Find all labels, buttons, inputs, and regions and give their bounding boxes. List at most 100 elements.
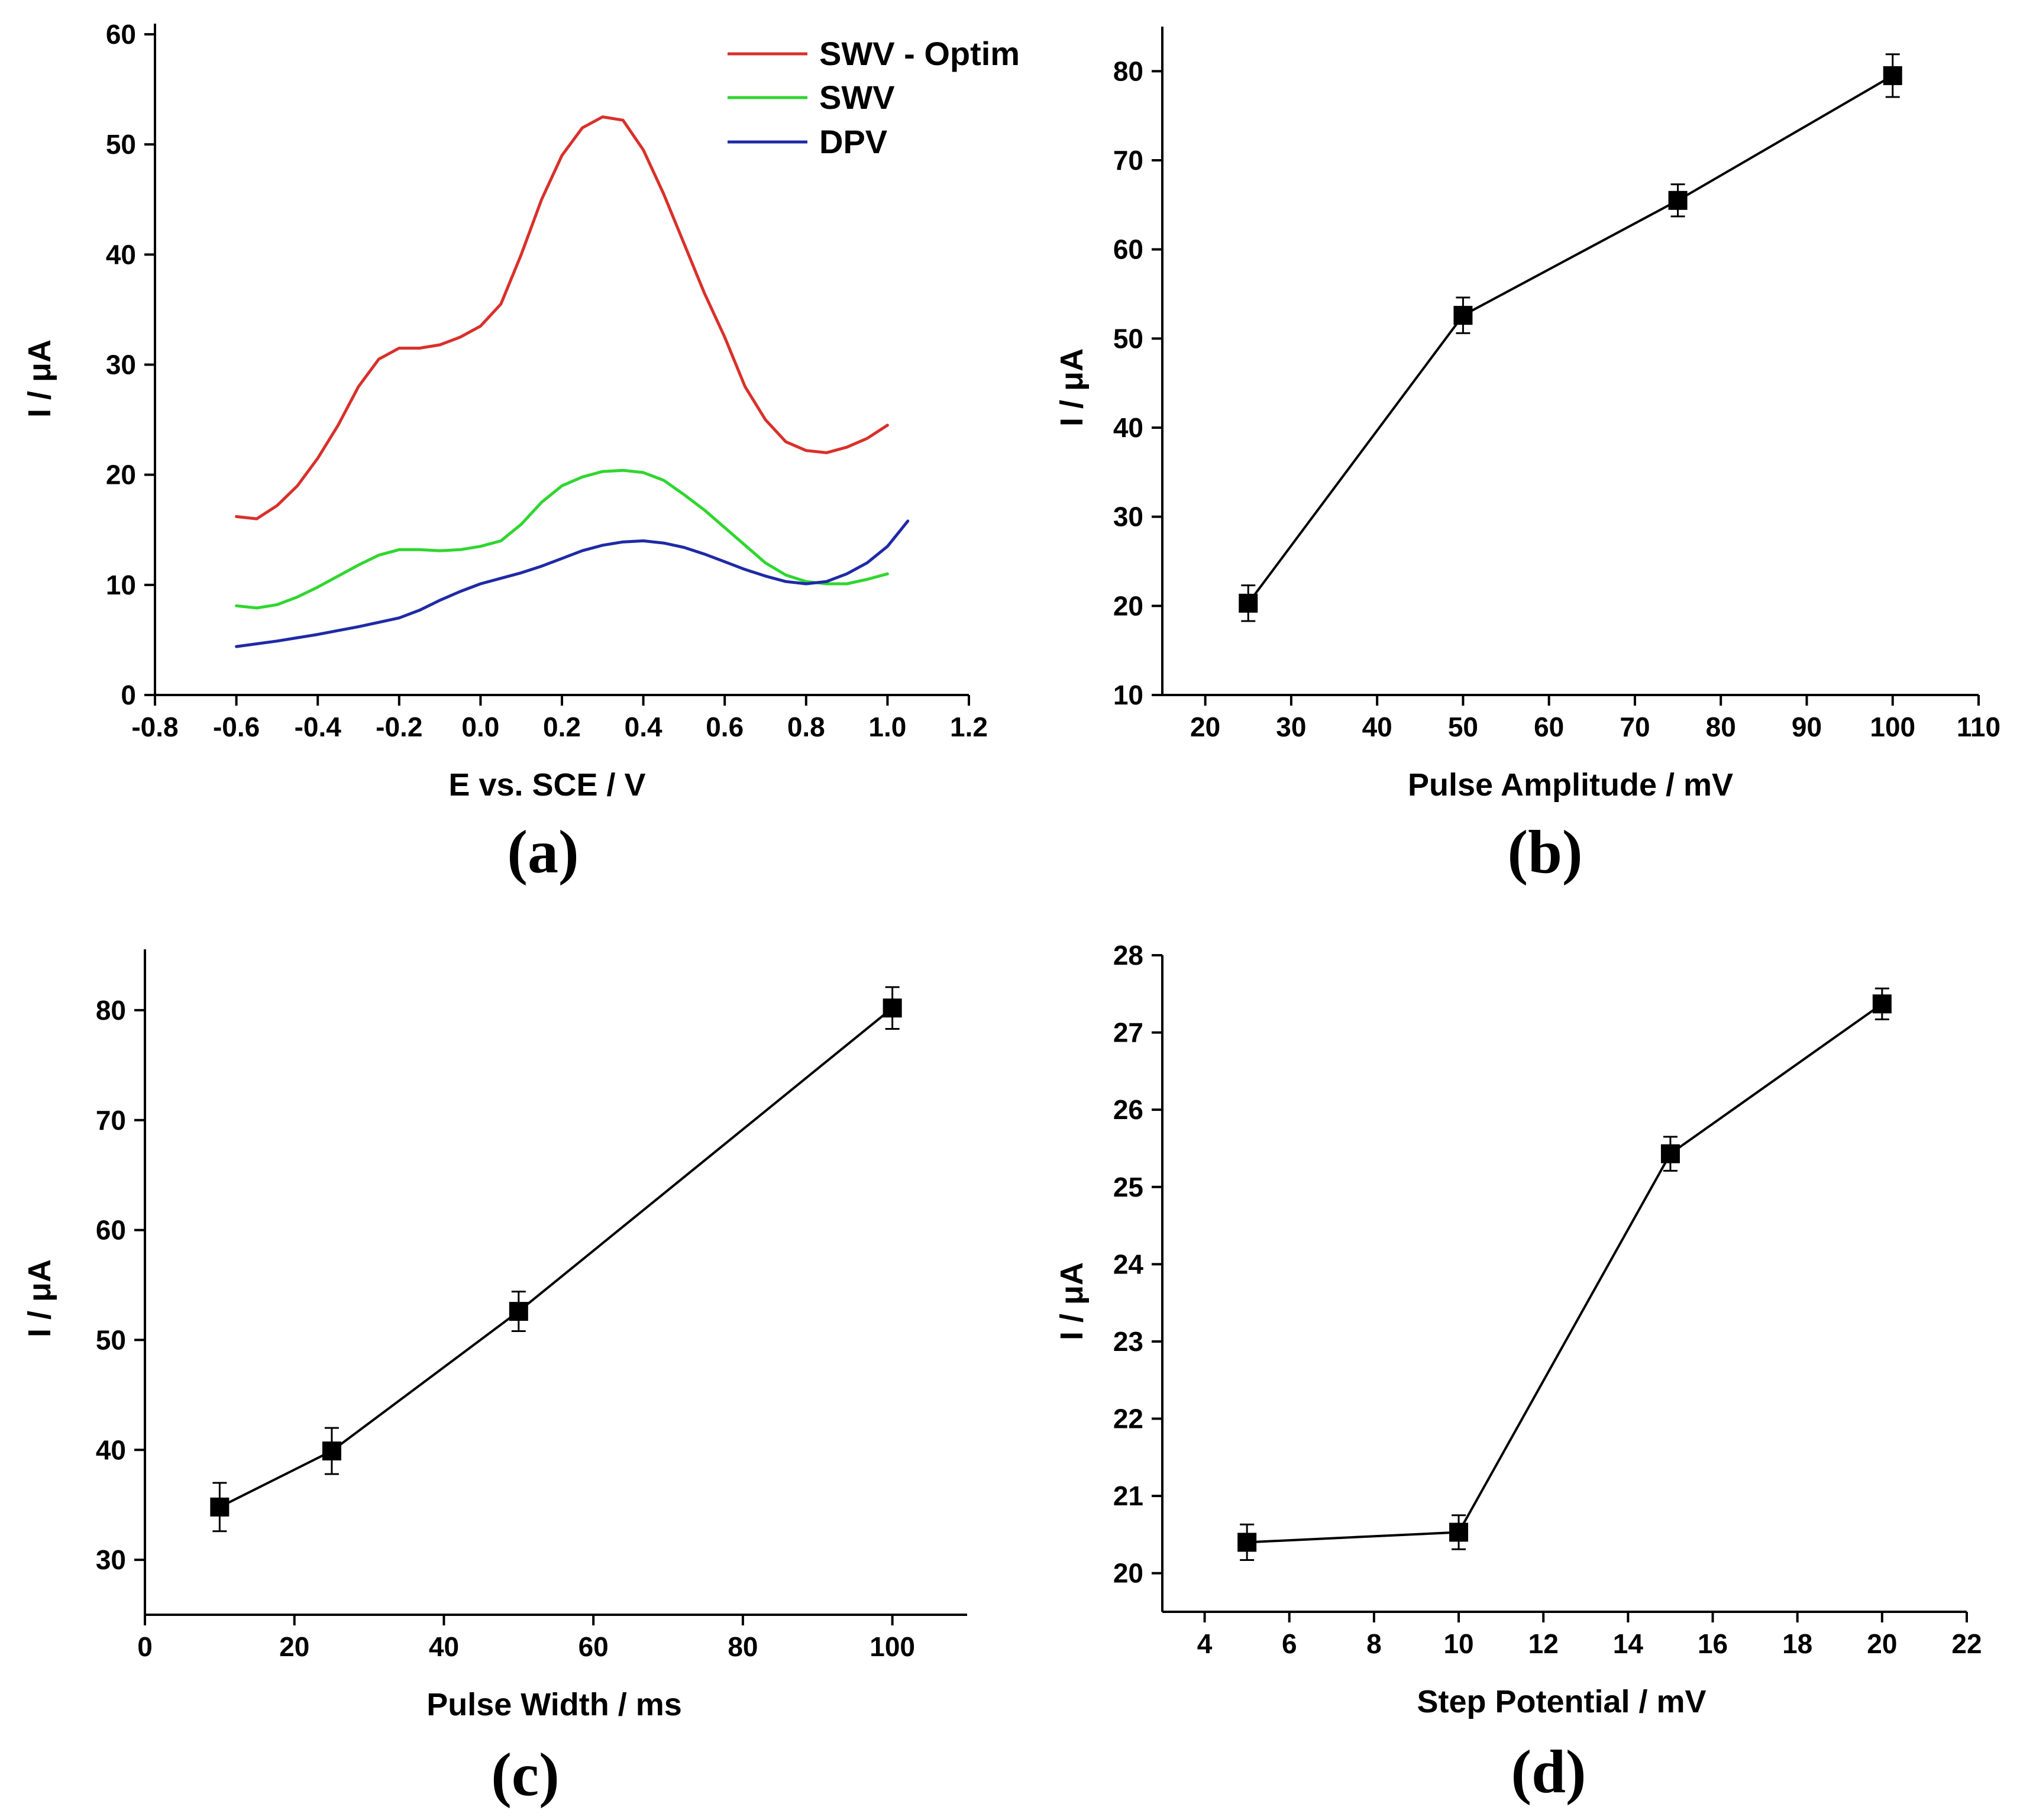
panel-b-y-tick-label: 20 xyxy=(1113,590,1143,621)
panel-c-label: (c) xyxy=(491,1741,559,1809)
panel-b-pulse-amplitude: 20 30 40 50 60 70 80 90 100 110 10 20 30 40 50 60 70 80 P… xyxy=(1054,27,2000,886)
panel-a-x-tick-label: 1.2 xyxy=(950,712,988,742)
panel-d-x-tick-label: 10 xyxy=(1443,1628,1473,1659)
panel-d-y-axis-title: I / μA xyxy=(1054,1262,1090,1340)
panel-a-x-tick-label: 1.0 xyxy=(868,712,906,742)
panel-c-data-point xyxy=(883,998,902,1018)
panel-c-connecting-line xyxy=(219,1007,893,1508)
panel-b-x-tick-label: 90 xyxy=(1792,712,1822,742)
panel-d-x-tick-label: 20 xyxy=(1867,1628,1897,1659)
panel-a-y-axis-title: I / μA xyxy=(22,340,57,418)
panel-c-data-point xyxy=(509,1302,528,1321)
panel-a-x-tick-label: -0.4 xyxy=(295,712,342,742)
panel-d-label: (d) xyxy=(1511,1738,1586,1806)
panel-d-x-tick-label: 22 xyxy=(1951,1628,1982,1659)
panel-a-y-tick-label: 20 xyxy=(106,460,136,490)
panel-c-x-tick-label: 80 xyxy=(728,1631,758,1662)
panel-a-y-tick-label: 50 xyxy=(106,129,136,160)
panel-a-curves xyxy=(235,115,910,648)
panel-c-data-point xyxy=(210,1497,230,1517)
panel-b-x-tick-label: 60 xyxy=(1534,712,1564,742)
panel-a-axes: -0.8 -0.6 -0.4 -0.2 0.0 0.2 0.4 0.6 0.8 1.0 1.2 0 10… xyxy=(106,19,988,742)
panel-a-y-tick-label: 60 xyxy=(106,19,136,50)
panel-a-x-tick-label: 0.6 xyxy=(706,712,744,742)
panel-b-y-tick-label: 30 xyxy=(1113,502,1143,532)
panel-c-y-axis-title: I / μA xyxy=(22,1259,57,1337)
panel-a-x-tick-label: -0.6 xyxy=(213,712,260,742)
panel-a-x-tick-label: -0.2 xyxy=(376,712,422,742)
panel-c-data-point xyxy=(322,1441,341,1461)
panel-c-y-tick-label: 80 xyxy=(96,995,126,1026)
panel-b-data xyxy=(1239,53,1902,622)
panel-b-x-tick-label: 40 xyxy=(1362,712,1392,742)
panel-b-x-tick-label: 100 xyxy=(1870,712,1915,742)
panel-d-y-tick-label: 24 xyxy=(1113,1249,1144,1279)
panel-a-y-tick-label: 40 xyxy=(106,239,136,270)
panel-b-axes: 20 30 40 50 60 70 80 90 100 110 10 20 30 40 50 60 70 80 xyxy=(1113,27,2000,742)
panel-c-x-tick-label: 40 xyxy=(429,1631,459,1662)
panel-c-data xyxy=(210,986,902,1533)
panel-a-x-tick-label: -0.8 xyxy=(131,712,178,742)
panel-d-connecting-line xyxy=(1247,1003,1883,1544)
panel-a-y-tick-label: 10 xyxy=(106,570,136,600)
panel-c-x-tick-label: 20 xyxy=(279,1631,309,1662)
panel-c-x-tick-label: 60 xyxy=(578,1631,609,1662)
panel-d-x-tick-label: 8 xyxy=(1366,1628,1382,1659)
panel-d-y-tick-label: 23 xyxy=(1113,1326,1143,1357)
panel-b-y-axis-title: I / μA xyxy=(1054,348,1090,426)
panel-d-y-tick-label: 27 xyxy=(1113,1017,1143,1048)
panel-b-y-tick-label: 40 xyxy=(1113,412,1143,443)
panel-b-data-point xyxy=(1239,593,1258,613)
panel-d-data-point xyxy=(1660,1144,1680,1163)
panel-d-x-tick-label: 18 xyxy=(1782,1628,1812,1659)
panel-d-y-tick-label: 22 xyxy=(1113,1404,1143,1434)
panel-b-data-point xyxy=(1883,66,1902,85)
panel-d-data-point xyxy=(1449,1522,1469,1542)
panel-d-x-tick-label: 16 xyxy=(1698,1628,1728,1659)
panel-b-y-tick-label: 70 xyxy=(1113,145,1143,176)
panel-b-y-tick-label: 10 xyxy=(1113,680,1143,710)
panel-b-x-tick-label: 70 xyxy=(1620,712,1650,742)
panel-d-y-tick-label: 25 xyxy=(1113,1172,1143,1202)
panel-a-x-tick-label: 0.8 xyxy=(787,712,825,742)
panel-d-x-tick-label: 14 xyxy=(1613,1628,1644,1659)
legend-dpv-label: DPV xyxy=(819,123,887,160)
panel-d-y-tick-label: 20 xyxy=(1113,1558,1143,1589)
panel-a-cyclic-voltammograms: -0.8 -0.6 -0.4 -0.2 0.0 0.2 0.4 0.6 0.8 1.0 1.2 0 10… xyxy=(22,19,1020,886)
panel-b-y-tick-label: 80 xyxy=(1113,56,1143,86)
series-line-dpv xyxy=(235,519,910,648)
panel-a-x-tick-label: 0.0 xyxy=(461,712,499,742)
panel-a-x-tick-label: 0.2 xyxy=(543,712,581,742)
panel-d-data-point xyxy=(1872,994,1892,1014)
panel-a-label: (a) xyxy=(507,818,578,886)
panel-d-y-tick-label: 21 xyxy=(1113,1480,1143,1511)
panel-b-data-point xyxy=(1453,306,1473,325)
panel-a-x-tick-label: 0.4 xyxy=(625,712,662,742)
legend-swv-optim-label: SWV - Optim xyxy=(819,35,1020,72)
panel-c-pulse-width: 0 20 40 60 80 100 30 40 50 60 70 80 Pulse Width / m… xyxy=(22,949,967,1809)
panel-c-y-tick-label: 50 xyxy=(96,1324,126,1355)
panel-c-y-tick-label: 60 xyxy=(96,1215,126,1246)
panel-b-x-tick-label: 20 xyxy=(1190,712,1220,742)
panel-b-connecting-line xyxy=(1247,75,1893,604)
panel-d-y-tick-label: 26 xyxy=(1113,1094,1143,1125)
panel-b-label: (b) xyxy=(1507,818,1582,886)
panel-d-data-point xyxy=(1237,1533,1257,1552)
panel-b-y-tick-label: 50 xyxy=(1113,323,1143,354)
panel-b-y-tick-label: 60 xyxy=(1113,234,1143,265)
panel-b-x-tick-label: 80 xyxy=(1706,712,1736,742)
panel-b-x-axis-title: Pulse Amplitude / mV xyxy=(1408,767,1733,803)
panel-d-x-axis-title: Step Potential / mV xyxy=(1417,1684,1706,1719)
panel-c-y-tick-label: 70 xyxy=(96,1105,126,1136)
panel-b-x-tick-label: 30 xyxy=(1276,712,1306,742)
panel-d-x-tick-label: 12 xyxy=(1528,1628,1559,1659)
legend-swv-label: SWV xyxy=(819,79,895,116)
panel-c-x-axis-title: Pulse Width / ms xyxy=(426,1687,682,1722)
panel-a-x-axis-title: E vs. SCE / V xyxy=(448,767,645,803)
series-line-swv-optim xyxy=(235,115,889,521)
panel-b-x-tick-label: 110 xyxy=(1957,712,2000,742)
panel-d-step-potential: 4 6 8 10 12 14 16 18 20 22 20 21 22 23 24 25 26 27 28 Step… xyxy=(1054,940,1982,1806)
panel-d-y-tick-label: 28 xyxy=(1113,940,1143,971)
panel-c-x-tick-label: 100 xyxy=(870,1631,915,1662)
